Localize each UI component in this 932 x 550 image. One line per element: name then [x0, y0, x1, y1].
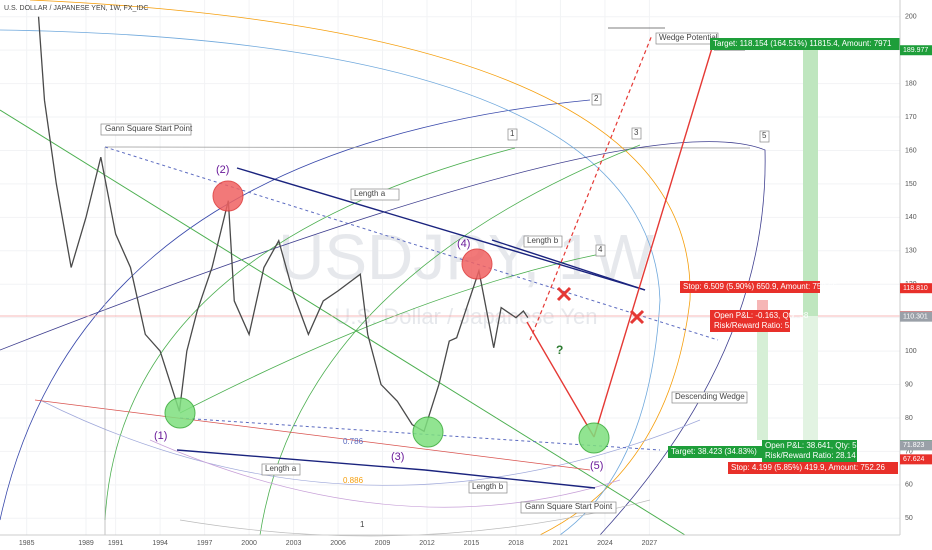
y-tick-label: 70	[905, 448, 913, 455]
y-tick-label: 80	[905, 415, 913, 422]
label-box	[100, 123, 192, 136]
position-box	[728, 462, 898, 474]
label-box	[595, 244, 606, 257]
label-box	[523, 235, 563, 248]
x-tick-label: 1991	[108, 540, 124, 547]
grid	[0, 0, 900, 535]
price-tag-label: 189.977	[903, 47, 928, 54]
x-tick-label: 1997	[197, 540, 213, 547]
annotation: Length b	[527, 236, 559, 245]
annotation: 3	[634, 128, 639, 137]
price-tag	[900, 311, 932, 322]
y-tick-label: 160	[905, 147, 917, 154]
y-tick-label: 180	[905, 80, 917, 87]
annotation: Length b	[472, 482, 504, 491]
x-tick-label: 2024	[597, 540, 613, 547]
annotation: Length a	[265, 464, 297, 473]
annotation: Wedge Potential	[659, 33, 718, 42]
x-tick-label: 2027	[642, 540, 658, 547]
y-tick-label: 130	[905, 248, 917, 255]
y-tick-label: 170	[905, 114, 917, 121]
y-tick-label: 140	[905, 214, 917, 221]
label-box	[631, 127, 642, 140]
label-box	[520, 501, 617, 514]
y-tick-label: 150	[905, 181, 917, 188]
position-label: Target: 38.423 (34.83%)	[671, 447, 757, 456]
annotation: ?	[556, 343, 563, 357]
annotation: 2	[594, 94, 599, 103]
position-label: Open P&L: 38.641, Qty: 59	[765, 441, 862, 450]
x-tick-label: 2015	[464, 540, 480, 547]
position-label: Stop: 4.199 (5.85%) 419.9, Amount: 752.2…	[731, 463, 885, 472]
annotation: 4	[598, 245, 603, 254]
x-tick-label: 1985	[19, 540, 35, 547]
price-tag	[900, 45, 932, 56]
label-box	[671, 391, 748, 404]
x-tick-label: 2012	[419, 540, 435, 547]
axes: 5060708090100110120130140150160170180190…	[19, 14, 932, 547]
chart-title: U.S. DOLLAR / JAPANESE YEN, 1W, FX_IDC	[4, 5, 148, 12]
x-tick-label: 2018	[508, 540, 524, 547]
price-tag	[900, 454, 932, 465]
x-tick-label: 2003	[286, 540, 302, 547]
price-tag	[900, 440, 932, 451]
label-box	[759, 130, 770, 143]
y-tick-label: 100	[905, 348, 917, 355]
position-label: Stop: 6.509 (5.90%) 650.9, Amount: 752.6…	[683, 282, 837, 291]
price-tag	[900, 283, 932, 294]
y-tick-label: 50	[905, 515, 913, 522]
label-box	[507, 128, 518, 141]
y-tick-label: 200	[905, 14, 917, 21]
y-tick-label: 60	[905, 482, 913, 489]
position-label: Risk/Reward Ratio: 28.14	[765, 451, 856, 460]
label-box	[591, 93, 602, 106]
annotation: 1	[510, 129, 515, 138]
position-label: Risk/Reward Ratio: 5.9	[714, 321, 796, 330]
price-series	[37, 16, 529, 433]
fib-label: 0.886	[343, 476, 364, 485]
x-tick-label: 1994	[152, 540, 168, 547]
y-tick-label: 90	[905, 381, 913, 388]
annotation: 1	[360, 520, 365, 529]
annotation: Gann Square Start Point	[525, 502, 613, 511]
price-tag-label: 118.810	[903, 285, 928, 292]
position-box	[668, 446, 768, 458]
label-box	[468, 481, 508, 494]
price-line	[37, 16, 529, 433]
x-tick-label: 1989	[78, 540, 94, 547]
price-tag-label: 110.301	[903, 313, 928, 320]
x-tick-label: 2000	[241, 540, 257, 547]
price-tag-label: 67.624	[903, 456, 925, 463]
wave-label: (1)	[154, 430, 167, 442]
position-label: Target: 118.154 (164.51%) 11815.4, Amoun…	[713, 39, 892, 48]
wave-label: (3)	[391, 451, 404, 463]
wave-label: (4)	[457, 238, 470, 250]
fib-label: 0.786	[343, 437, 364, 446]
pivot-circles	[164, 180, 645, 454]
label-box	[350, 188, 400, 201]
annotation: 5	[762, 131, 767, 140]
x-tick-label: 2021	[553, 540, 569, 547]
x-tick-label: 2006	[330, 540, 346, 547]
position-box	[710, 38, 900, 50]
annotation: Gann Square Start Point	[105, 124, 193, 133]
price-tag-label: 71.823	[903, 442, 925, 449]
label-box	[261, 463, 301, 476]
position-box	[762, 440, 857, 462]
wave-label: (5)	[590, 460, 603, 472]
position-box	[710, 310, 790, 332]
annotation: Descending Wedge	[675, 392, 745, 401]
x-tick-label: 2009	[375, 540, 391, 547]
annotation: Length a	[354, 189, 386, 198]
position-label: Open P&L: -0.163, Qty: 38	[714, 311, 809, 320]
position-box	[680, 281, 820, 293]
wave-label: (2)	[216, 164, 229, 176]
